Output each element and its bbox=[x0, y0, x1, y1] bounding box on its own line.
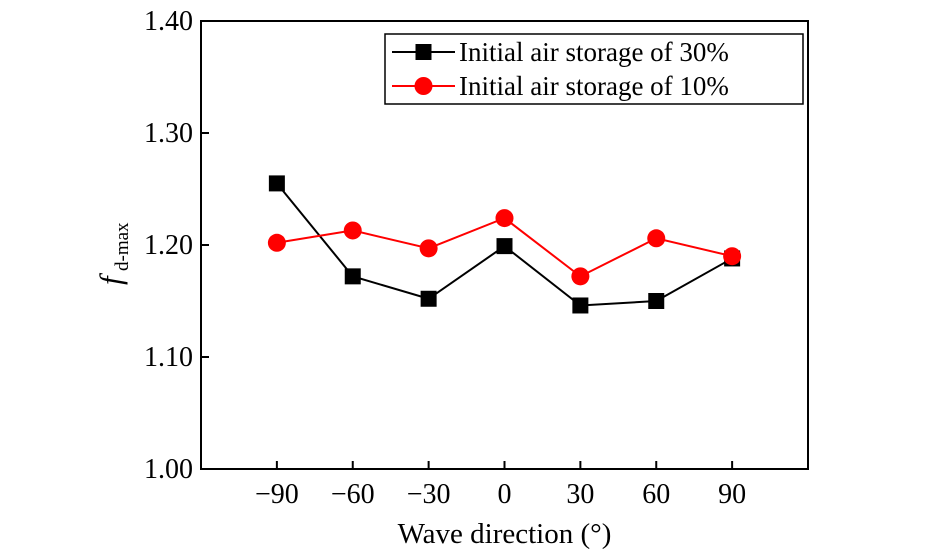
series-2 bbox=[267, 209, 742, 286]
x-tick-label: −90 bbox=[255, 479, 299, 510]
y-axis-title-symbol: f bbox=[93, 272, 128, 285]
data-point-square bbox=[420, 290, 437, 307]
data-point-circle bbox=[647, 229, 666, 248]
y-axis-ticks: 1.00 1.10 1.20 1.30 1.40 bbox=[144, 6, 209, 485]
series-1 bbox=[268, 175, 741, 314]
x-tick-label: 60 bbox=[642, 479, 670, 510]
legend-marker-square bbox=[415, 44, 432, 60]
legend-entry: Initial air storage of 30% bbox=[392, 37, 729, 67]
y-tick-label: 1.20 bbox=[144, 230, 193, 261]
x-tick-label: 90 bbox=[718, 479, 746, 510]
x-tick-label: −30 bbox=[407, 479, 451, 510]
y-axis-title: f d-max bbox=[93, 222, 133, 285]
data-point-circle bbox=[419, 239, 438, 258]
data-point-circle bbox=[343, 221, 362, 240]
data-point-circle bbox=[495, 209, 514, 228]
legend: Initial air storage of 30% Initial air st… bbox=[384, 33, 804, 105]
series-layer bbox=[267, 175, 742, 314]
legend-label: Initial air storage of 30% bbox=[459, 37, 729, 67]
x-tick-label: 0 bbox=[498, 479, 512, 510]
y-tick-label: 1.00 bbox=[144, 454, 193, 485]
data-point-circle bbox=[267, 233, 286, 252]
data-point-square bbox=[344, 268, 361, 285]
legend-label: Initial air storage of 10% bbox=[459, 71, 729, 101]
x-axis-title: Wave direction (°) bbox=[398, 518, 612, 550]
legend-box bbox=[384, 33, 804, 105]
y-tick-label: 1.30 bbox=[144, 118, 193, 149]
data-point-square bbox=[648, 293, 665, 309]
y-axis-title-subscript: d-max bbox=[112, 222, 133, 271]
legend-entry: Initial air storage of 10% bbox=[392, 71, 729, 101]
x-tick-label: 30 bbox=[566, 479, 594, 510]
y-tick-label: 1.10 bbox=[144, 342, 193, 373]
data-point-square bbox=[572, 297, 589, 314]
x-tick-label: −60 bbox=[331, 479, 375, 510]
x-axis-ticks: −90 −60 −30 0 30 60 90 bbox=[255, 461, 746, 510]
legend-marker-circle bbox=[414, 77, 433, 95]
y-tick-label: 1.40 bbox=[144, 6, 193, 37]
data-point-circle bbox=[723, 247, 742, 266]
plot-area-frame bbox=[200, 20, 809, 470]
data-point-square bbox=[496, 238, 513, 255]
data-point-square bbox=[268, 175, 285, 192]
data-point-circle bbox=[571, 267, 590, 286]
